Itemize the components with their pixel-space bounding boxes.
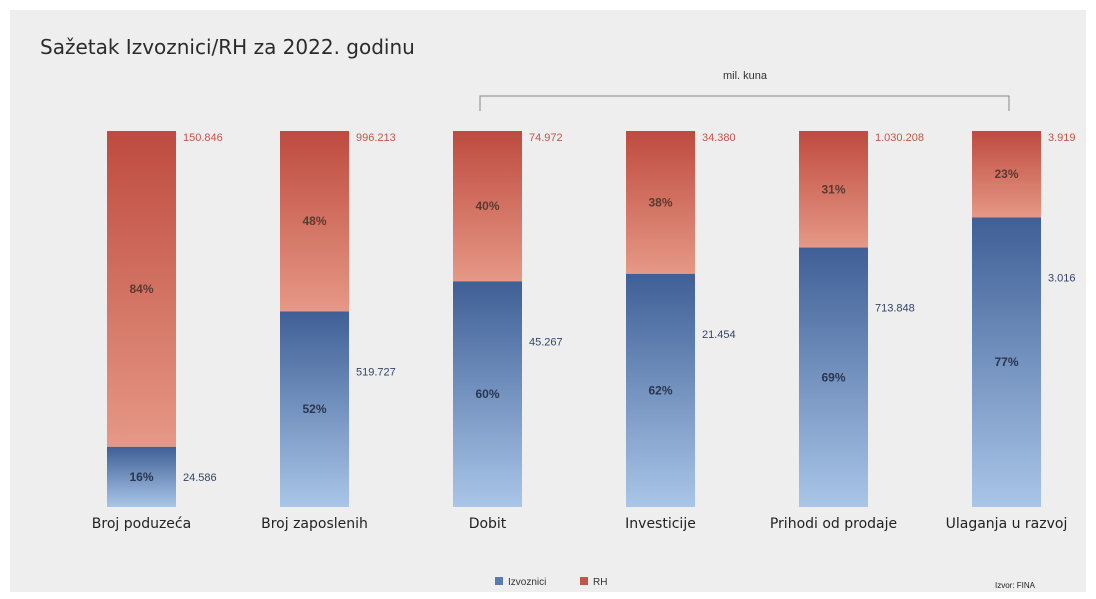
unit-label: mil. kuna <box>723 70 768 82</box>
value-label-izvoznici-broj-zaposlenih: 519.727 <box>356 366 396 378</box>
stacked-bar-chart: Sažetak Izvoznici/RH za 2022. godinu mil… <box>40 35 1076 590</box>
bar-izvoznici-dobit <box>453 281 522 507</box>
legend: Izvoznici RH <box>495 577 607 588</box>
pct-label-rh-dobit: 40% <box>475 199 499 213</box>
value-label-rh-broj-zaposlenih: 996.213 <box>356 132 396 144</box>
category-label-prihodi-od-prodaje: Prihodi od prodaje <box>770 516 897 532</box>
value-label-izvoznici-investicije: 21.454 <box>702 329 736 341</box>
value-label-izvoznici-broj-poduzeca: 24.586 <box>183 472 217 484</box>
pct-label-izvoznici-investicije: 62% <box>648 383 672 397</box>
bar-izvoznici-broj-poduzeca <box>107 446 176 507</box>
pct-label-izvoznici-prihodi-od-prodaje: 69% <box>821 370 845 384</box>
value-label-rh-dobit: 74.972 <box>529 132 563 144</box>
chart-panel: Sažetak Izvoznici/RH za 2022. godinu mil… <box>10 10 1086 592</box>
category-label-broj-zaposlenih: Broj zaposlenih <box>261 516 368 532</box>
value-label-rh-ulaganja-u-razvoj: 3.919 <box>1048 132 1076 144</box>
pct-label-izvoznici-broj-zaposlenih: 52% <box>302 402 326 416</box>
bar-izvoznici-investicije <box>626 273 695 507</box>
bar-rh-ulaganja-u-razvoj <box>972 131 1041 218</box>
bar-izvoznici-prihodi-od-prodaje <box>799 247 868 507</box>
bar-izvoznici-ulaganja-u-razvoj <box>972 217 1041 508</box>
value-label-izvoznici-prihodi-od-prodaje: 713.848 <box>875 303 915 315</box>
legend-label-izvoznici: Izvoznici <box>508 577 546 588</box>
bar-izvoznici-broj-zaposlenih <box>280 311 349 507</box>
pct-label-rh-prihodi-od-prodaje: 31% <box>821 182 845 196</box>
value-label-izvoznici-dobit: 45.267 <box>529 336 563 348</box>
value-label-rh-prihodi-od-prodaje: 1.030.208 <box>875 132 924 144</box>
pct-label-rh-broj-zaposlenih: 48% <box>302 214 326 228</box>
bar-rh-prihodi-od-prodaje <box>799 131 868 248</box>
value-label-izvoznici-ulaganja-u-razvoj: 3.016 <box>1048 272 1076 284</box>
value-label-rh-broj-poduzeca: 150.846 <box>183 132 223 144</box>
source-label: Izvor: FINA <box>995 581 1036 590</box>
pct-label-rh-investicije: 38% <box>648 195 672 209</box>
value-label-rh-investicije: 34.380 <box>702 132 736 144</box>
bar-rh-investicije <box>626 131 695 274</box>
legend-swatch-izvoznici <box>495 577 503 585</box>
unit-bracket <box>479 95 1010 111</box>
pct-label-izvoznici-dobit: 60% <box>475 387 499 401</box>
category-label-broj-poduzeca: Broj poduzeća <box>92 516 191 532</box>
legend-swatch-rh <box>580 577 588 585</box>
bar-rh-broj-zaposlenih <box>280 131 349 312</box>
bars-layer: 84% 16% 150.846 24.586 Broj poduzeća 48% 52% 99… <box>92 131 1076 532</box>
bar-rh-broj-poduzeca <box>107 131 176 447</box>
pct-label-izvoznici-broj-poduzeca: 16% <box>129 470 153 484</box>
category-label-dobit: Dobit <box>469 516 507 532</box>
pct-label-rh-ulaganja-u-razvoj: 23% <box>994 167 1018 181</box>
category-label-investicije: Investicije <box>625 516 696 532</box>
pct-label-rh-broj-poduzeca: 84% <box>129 282 153 296</box>
category-label-ulaganja-u-razvoj: Ulaganja u razvoj <box>946 516 1068 532</box>
bar-rh-dobit <box>453 131 522 282</box>
pct-label-izvoznici-ulaganja-u-razvoj: 77% <box>994 355 1018 369</box>
legend-label-rh: RH <box>593 577 607 588</box>
chart-title: Sažetak Izvoznici/RH za 2022. godinu <box>40 35 415 59</box>
